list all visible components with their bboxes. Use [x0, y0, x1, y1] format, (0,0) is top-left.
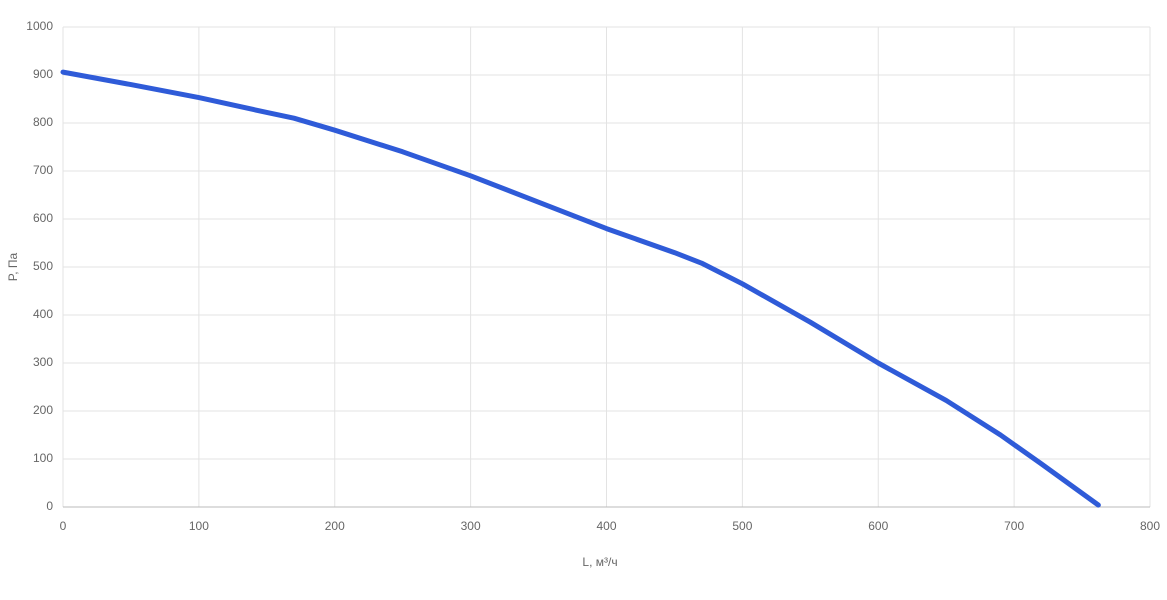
x-tick-label: 400 [596, 519, 616, 533]
x-axis-label: L, м³/ч [582, 555, 617, 569]
x-tick-label: 700 [1004, 519, 1024, 533]
x-tick-label: 0 [60, 519, 67, 533]
y-tick-label: 100 [33, 451, 53, 465]
y-tick-label: 500 [33, 259, 53, 273]
x-tick-label: 800 [1140, 519, 1160, 533]
y-tick-label: 900 [33, 67, 53, 81]
y-tick-label: 400 [33, 307, 53, 321]
x-tick-label: 600 [868, 519, 888, 533]
y-tick-label: 1000 [26, 19, 53, 33]
data-line [60, 69, 1101, 508]
y-tick-label: 700 [33, 163, 53, 177]
x-tick-label: 500 [732, 519, 752, 533]
y-tick-label: 600 [33, 211, 53, 225]
y-tick-label: 0 [46, 499, 53, 513]
x-tick-label: 300 [461, 519, 481, 533]
y-tick-label: 200 [33, 403, 53, 417]
y-tick-label: 300 [33, 355, 53, 369]
x-tick-label: 200 [325, 519, 345, 533]
y-tick-label: 800 [33, 115, 53, 129]
y-axis-label: P, Па [6, 252, 20, 281]
x-tick-label: 100 [189, 519, 209, 533]
